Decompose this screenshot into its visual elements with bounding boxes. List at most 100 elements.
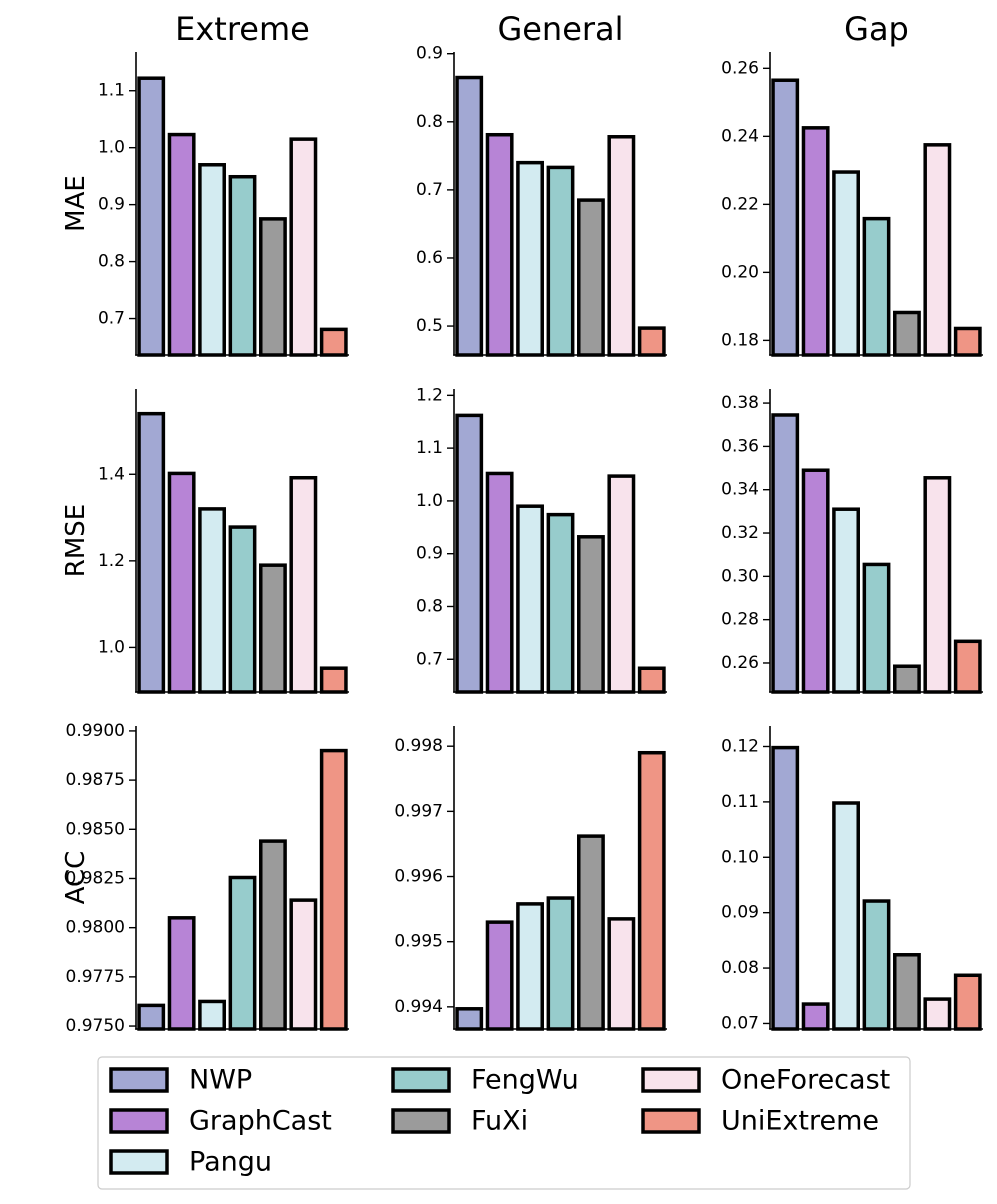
y-tick-label: 1.0 bbox=[416, 491, 443, 511]
bar-uniextreme bbox=[319, 666, 348, 694]
bar-fengwu bbox=[546, 512, 575, 694]
y-tick-label: 1.4 bbox=[98, 464, 125, 484]
y-tick-label: 0.9900 bbox=[66, 721, 125, 741]
legend-swatch-pangu bbox=[109, 1149, 169, 1175]
bar-fuxi bbox=[259, 217, 287, 357]
legend-swatch-uniextreme bbox=[641, 1108, 701, 1134]
y-tick-label: 0.5 bbox=[416, 316, 443, 336]
panel-acc-general: 0.994 0.995 0.996 0.997 0.998 bbox=[394, 726, 667, 1031]
y-tick-label: 0.998 bbox=[394, 736, 443, 756]
bar-fuxi bbox=[577, 834, 605, 1031]
y-tick-label: 0.11 bbox=[721, 792, 759, 812]
panel-mae-general: 0.5 0.6 0.7 0.8 0.9 bbox=[416, 44, 667, 357]
y-tick-label: 1.0 bbox=[98, 138, 125, 158]
legend-swatch-fengwu bbox=[391, 1067, 451, 1093]
bar-graphcast bbox=[485, 920, 514, 1031]
y-tick-label: 0.8 bbox=[416, 596, 443, 616]
panel-rmse-extreme: 1.0 1.2 1.4 bbox=[98, 389, 349, 694]
y-tick-label: 0.24 bbox=[721, 126, 759, 146]
bar-pangu bbox=[832, 170, 860, 357]
legend-swatch-graphcast bbox=[109, 1108, 169, 1134]
y-tick-label: 0.26 bbox=[721, 653, 759, 673]
bar-nwp bbox=[137, 76, 166, 357]
legend: NWP GraphCast Pangu FengWu FuXi OneForecast Un… bbox=[97, 1056, 911, 1190]
bar-oneforecast bbox=[607, 474, 636, 694]
bar-fuxi bbox=[893, 953, 921, 1031]
legend-label-graphcast: GraphCast bbox=[189, 1106, 332, 1137]
y-tick-label: 0.9875 bbox=[66, 770, 125, 790]
y-tick-label: 0.09 bbox=[721, 903, 759, 923]
y-tick-label: 0.8 bbox=[416, 112, 443, 132]
bar-uniextreme bbox=[319, 748, 348, 1031]
legend-label-pangu: Pangu bbox=[189, 1147, 272, 1178]
legend-label-fuxi: FuXi bbox=[471, 1106, 528, 1137]
bar-pangu bbox=[198, 999, 226, 1031]
bar-oneforecast bbox=[923, 997, 952, 1031]
bar-graphcast bbox=[485, 132, 514, 357]
y-tick-label: 0.9 bbox=[416, 544, 443, 564]
y-tick-label: 1.1 bbox=[416, 438, 443, 458]
bar-nwp bbox=[771, 78, 800, 357]
y-tick-label: 0.7 bbox=[98, 309, 125, 329]
y-tick-label: 0.9775 bbox=[66, 967, 125, 987]
column-title-general: General bbox=[497, 10, 623, 48]
y-tick-label: 0.9 bbox=[416, 44, 443, 64]
bar-oneforecast bbox=[923, 476, 952, 694]
y-tick-label: 0.18 bbox=[721, 330, 759, 350]
y-tick-label: 0.08 bbox=[721, 958, 759, 978]
bar-uniextreme bbox=[319, 327, 348, 357]
y-tick-label: 0.32 bbox=[721, 523, 759, 543]
bar-pangu bbox=[516, 160, 544, 357]
y-tick-label: 0.9850 bbox=[66, 819, 125, 839]
bar-pangu bbox=[832, 801, 860, 1031]
bar-nwp bbox=[455, 75, 484, 357]
bar-nwp bbox=[137, 411, 166, 694]
legend-swatch-fuxi bbox=[391, 1108, 451, 1134]
bar-uniextreme bbox=[637, 750, 666, 1031]
bar-fengwu bbox=[228, 525, 257, 694]
bar-graphcast bbox=[801, 126, 830, 357]
bar-fuxi bbox=[577, 198, 605, 357]
bar-fuxi bbox=[577, 535, 605, 694]
y-tick-label: 0.995 bbox=[394, 932, 443, 952]
column-title-extreme: Extreme bbox=[175, 10, 310, 48]
bar-fengwu bbox=[862, 562, 891, 694]
y-tick-label: 0.9825 bbox=[66, 868, 125, 888]
bar-fengwu bbox=[862, 899, 891, 1031]
bar-oneforecast bbox=[289, 137, 318, 357]
y-tick-label: 0.26 bbox=[721, 58, 759, 78]
bar-oneforecast bbox=[607, 917, 636, 1031]
y-tick-label: 1.1 bbox=[98, 81, 125, 101]
bar-graphcast bbox=[167, 132, 196, 357]
bar-nwp bbox=[771, 745, 800, 1031]
y-tick-label: 0.36 bbox=[721, 436, 759, 456]
bar-uniextreme bbox=[637, 326, 666, 357]
bar-nwp bbox=[455, 413, 484, 694]
legend-swatch-nwp bbox=[109, 1067, 169, 1093]
panel-acc-extreme: 0.9750 0.9775 0.9800 0.9825 0.9850 0.9875 0.99… bbox=[66, 721, 349, 1036]
y-tick-label: 0.9 bbox=[98, 195, 125, 215]
row-label-acc: ACC bbox=[61, 851, 91, 905]
y-tick-label: 0.994 bbox=[394, 997, 443, 1017]
bar-oneforecast bbox=[289, 898, 318, 1031]
y-tick-label: 0.28 bbox=[721, 610, 759, 630]
bar-graphcast bbox=[485, 471, 514, 694]
bar-pangu bbox=[198, 507, 226, 694]
bar-pangu bbox=[516, 902, 544, 1031]
y-tick-label: 0.7 bbox=[416, 180, 443, 200]
panel-rmse-general: 0.7 0.8 0.9 1.0 1.1 1.2 bbox=[416, 385, 667, 694]
column-title-gap: Gap bbox=[844, 10, 909, 48]
bar-fengwu bbox=[228, 875, 257, 1031]
bar-oneforecast bbox=[289, 475, 318, 694]
legend-label-nwp: NWP bbox=[189, 1065, 252, 1096]
legend-label-oneforecast: OneForecast bbox=[721, 1065, 890, 1096]
legend-swatch-oneforecast bbox=[641, 1067, 701, 1093]
y-tick-label: 1.2 bbox=[416, 385, 443, 405]
bar-fuxi bbox=[893, 664, 921, 694]
bar-uniextreme bbox=[953, 639, 982, 694]
bar-nwp bbox=[455, 1007, 484, 1031]
y-tick-label: 0.38 bbox=[721, 393, 759, 413]
legend-label-fengwu: FengWu bbox=[471, 1065, 579, 1096]
bar-pangu bbox=[198, 163, 226, 357]
